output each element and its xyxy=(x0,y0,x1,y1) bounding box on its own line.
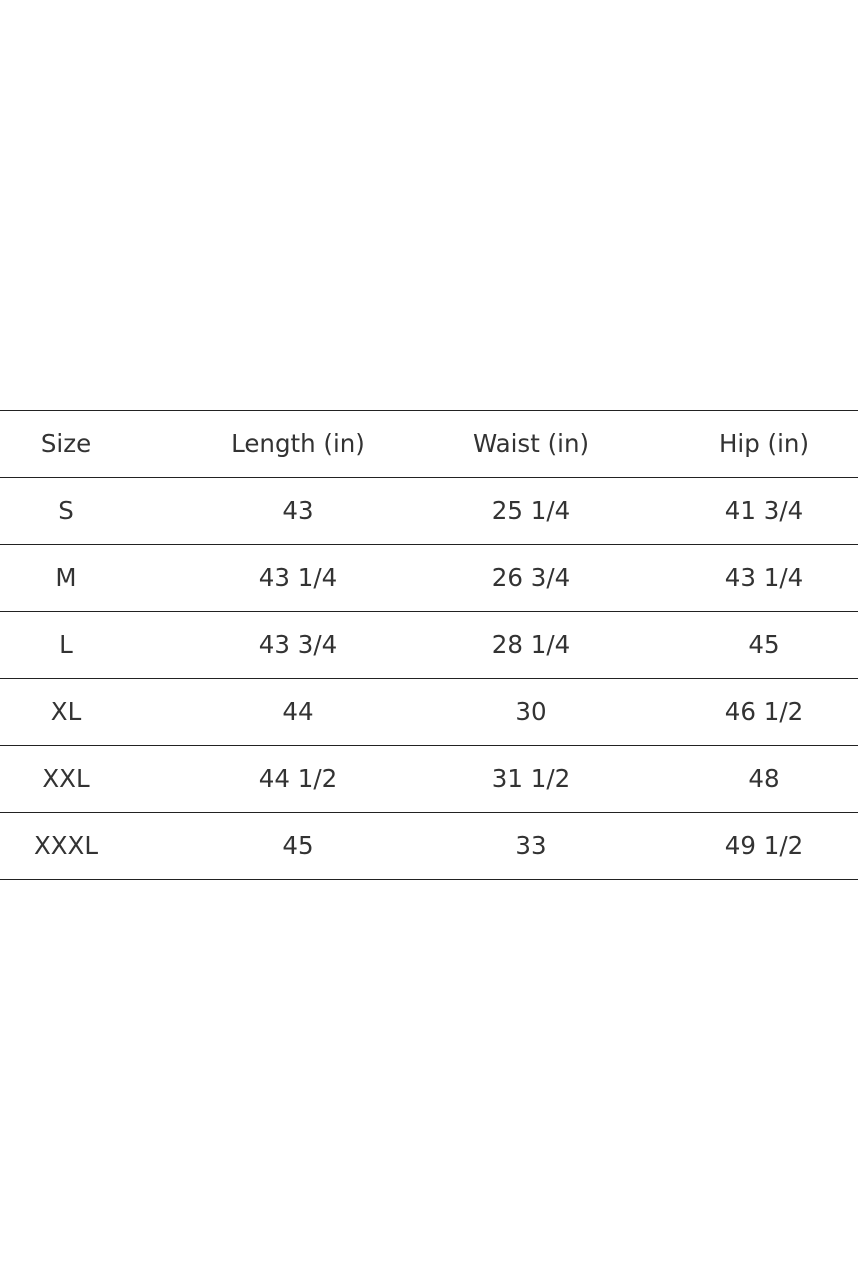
cell-length: 43 3/4 xyxy=(258,630,338,659)
cell-waist: 30 xyxy=(515,697,547,726)
cell-hip: 49 1/2 xyxy=(724,831,804,860)
cell-size: M xyxy=(55,563,77,592)
cell-size: XXXL xyxy=(33,831,98,860)
table-row: XXXL 45 33 49 1/2 xyxy=(0,812,858,880)
cell-hip: 46 1/2 xyxy=(724,697,804,726)
cell-size: S xyxy=(58,496,74,525)
header-hip: Hip (in) xyxy=(718,429,810,458)
cell-length: 45 xyxy=(282,831,314,860)
cell-size: XL xyxy=(50,697,82,726)
table-row: M 43 1/4 26 3/4 43 1/4 xyxy=(0,544,858,611)
cell-length: 44 1/2 xyxy=(258,764,338,793)
cell-length: 43 1/4 xyxy=(258,563,338,592)
cell-length: 43 xyxy=(282,496,314,525)
cell-hip: 41 3/4 xyxy=(724,496,804,525)
size-chart-table: Size Length (in) Waist (in) Hip (in) S 43… xyxy=(0,410,858,880)
header-size: Size xyxy=(40,429,92,458)
cell-hip: 45 xyxy=(748,630,780,659)
table-row: XXL 44 1/2 31 1/2 48 xyxy=(0,745,858,812)
cell-waist: 28 1/4 xyxy=(491,630,571,659)
table-row: L 43 3/4 28 1/4 45 xyxy=(0,611,858,678)
cell-size: XXL xyxy=(42,764,90,793)
cell-waist: 26 3/4 xyxy=(491,563,571,592)
cell-waist: 25 1/4 xyxy=(491,496,571,525)
cell-hip: 48 xyxy=(748,764,780,793)
cell-length: 44 xyxy=(282,697,314,726)
cell-waist: 31 1/2 xyxy=(491,764,571,793)
table-row: XL 44 30 46 1/2 xyxy=(0,678,858,745)
cell-hip: 43 1/4 xyxy=(724,563,804,592)
table-header-row: Size Length (in) Waist (in) Hip (in) xyxy=(0,410,858,477)
table-row: S 43 25 1/4 41 3/4 xyxy=(0,477,858,544)
cell-waist: 33 xyxy=(515,831,547,860)
header-waist: Waist (in) xyxy=(472,429,590,458)
cell-size: L xyxy=(59,630,73,659)
header-length: Length (in) xyxy=(231,429,365,458)
